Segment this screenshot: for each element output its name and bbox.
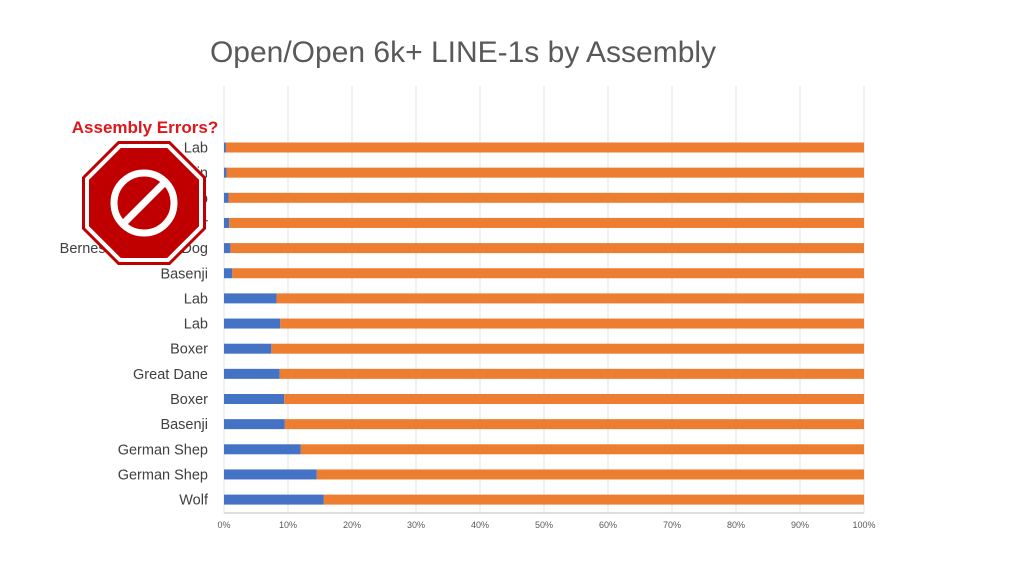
category-label: Lab [184,317,208,333]
x-tick-label: 60% [599,520,617,530]
category-label: Lab [184,141,208,157]
bar-segment-series-2 [232,268,864,279]
x-tick-label: 30% [407,520,425,530]
x-tick-label: 90% [791,520,809,530]
bar-segment-series-1 [224,167,227,178]
bar-segment-series-1 [224,343,272,354]
x-tick-label: 80% [727,520,745,530]
x-tick-label: 0% [217,520,230,530]
bar-segment-series-1 [224,192,229,203]
category-label: Great Dane [133,367,208,383]
bar-segment-series-2 [300,444,864,455]
bar-segment-series-2 [226,167,864,178]
chart-title: Open/Open 6k+ LINE-1s by Assembly [210,36,716,69]
bar-segment-series-1 [224,419,285,430]
bar-segment-series-1 [224,394,285,404]
x-tick-label: 40% [471,520,489,530]
x-tick-label: 10% [279,520,297,530]
bar-segment-series-1 [224,268,233,279]
bars [224,142,865,505]
category-label: Basenji [160,266,208,282]
assembly-errors-label: Assembly Errors? [72,118,218,137]
x-tick-label: 100% [852,520,875,530]
x-tick-labels: 0% 10% 20% 30% 40% 50% 60% 70% 80% 90% 100% [217,520,875,530]
bar-segment-series-1 [224,142,226,153]
x-tick-label: 50% [535,520,553,530]
bar-segment-series-1 [224,494,324,505]
category-label: German Shep [118,467,208,483]
bar-segment-series-2 [279,368,864,379]
category-label: Boxer [170,342,208,358]
bar-segment-series-1 [224,243,231,254]
bar-segment-series-2 [229,217,864,228]
bar-segment-series-1 [224,469,317,480]
bar-segment-series-2 [276,293,865,304]
category-label: German Shep [118,442,208,458]
category-label: Lab [184,291,208,307]
bar-segment-series-2 [228,192,865,203]
x-tick-label: 70% [663,520,681,530]
category-label: Basenji [160,417,208,433]
bar-segment-series-1 [224,293,277,304]
stop-sign-icon [82,141,206,265]
bar-segment-series-1 [224,318,281,329]
bar-segment-series-2 [316,469,864,480]
bar-segment-series-2 [323,494,865,505]
bar-segment-series-1 [224,444,301,455]
bar-segment-series-2 [284,394,864,404]
x-tick-label: 20% [343,520,361,530]
bar-segment-series-2 [280,318,864,329]
bar-segment-series-1 [224,217,230,228]
bar-segment-series-2 [225,142,865,153]
bar-segment-series-2 [230,243,864,254]
bar-segment-series-2 [284,419,864,430]
category-label: Wolf [179,493,209,509]
category-label: Boxer [170,392,208,408]
bar-segment-series-1 [224,368,280,379]
bar-segment-series-2 [271,343,864,354]
